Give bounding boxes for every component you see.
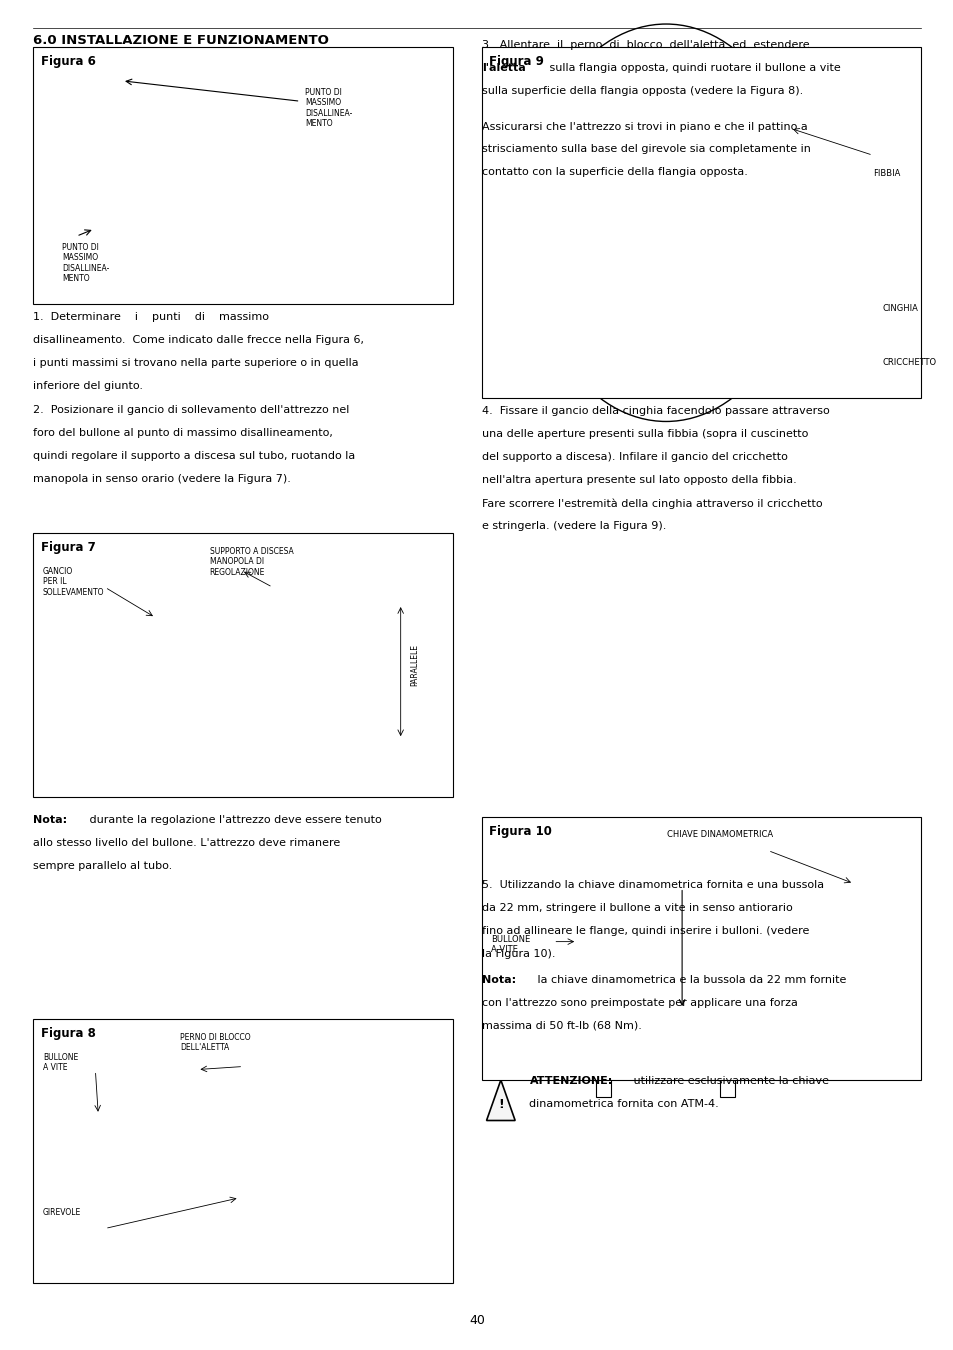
FancyBboxPatch shape bbox=[33, 1019, 453, 1282]
Text: disallineamento.  Come indicato dalle frecce nella Figura 6,: disallineamento. Come indicato dalle fre… bbox=[33, 335, 364, 344]
FancyBboxPatch shape bbox=[132, 1120, 346, 1220]
FancyBboxPatch shape bbox=[481, 817, 920, 1080]
Text: fino ad allineare le flange, quindi inserire i bulloni. (vedere: fino ad allineare le flange, quindi inse… bbox=[481, 926, 808, 936]
Text: strisciamento sulla base del girevole sia completamente in: strisciamento sulla base del girevole si… bbox=[481, 144, 810, 154]
Text: CHIAVE DINAMOMETRICA: CHIAVE DINAMOMETRICA bbox=[666, 830, 773, 840]
Text: sulla flangia opposta, quindi ruotare il bullone a vite: sulla flangia opposta, quindi ruotare il… bbox=[545, 63, 840, 73]
FancyBboxPatch shape bbox=[33, 47, 453, 304]
Text: CINGHIA: CINGHIA bbox=[882, 304, 918, 313]
Text: da 22 mm, stringere il bullone a vite in senso antiorario: da 22 mm, stringere il bullone a vite in… bbox=[481, 903, 792, 913]
Text: nell'altra apertura presente sul lato opposto della fibbia.: nell'altra apertura presente sul lato op… bbox=[481, 475, 796, 485]
Text: Figura 6: Figura 6 bbox=[41, 55, 96, 69]
Text: inferiore del giunto.: inferiore del giunto. bbox=[33, 381, 143, 390]
Text: Fare scorrere l'estremità della cinghia attraverso il cricchetto: Fare scorrere l'estremità della cinghia … bbox=[481, 498, 821, 509]
Text: Nota:: Nota: bbox=[481, 975, 516, 984]
Text: utilizzare esclusivamente la chiave: utilizzare esclusivamente la chiave bbox=[629, 1076, 828, 1085]
Text: durante la regolazione l'attrezzo deve essere tenuto: durante la regolazione l'attrezzo deve e… bbox=[86, 815, 381, 825]
FancyBboxPatch shape bbox=[481, 47, 920, 398]
Text: 4.  Fissare il gancio della cinghia facendolo passare attraverso: 4. Fissare il gancio della cinghia facen… bbox=[481, 406, 829, 416]
FancyBboxPatch shape bbox=[701, 51, 791, 144]
Text: FIBBIA: FIBBIA bbox=[872, 169, 900, 178]
Text: dinamometrica fornita con ATM-4.: dinamometrica fornita con ATM-4. bbox=[529, 1099, 719, 1108]
Text: 5.  Utilizzando la chiave dinamometrica fornita e una bussola: 5. Utilizzando la chiave dinamometrica f… bbox=[481, 880, 823, 890]
Text: l'aletta: l'aletta bbox=[481, 63, 525, 73]
Text: ATTENZIONE:: ATTENZIONE: bbox=[529, 1076, 612, 1085]
Text: Assicurarsi che l'attrezzo si trovi in piano e che il pattino a: Assicurarsi che l'attrezzo si trovi in p… bbox=[481, 122, 806, 131]
Text: PUNTO DI
MASSIMO
DISALLINEA-
MENTO: PUNTO DI MASSIMO DISALLINEA- MENTO bbox=[305, 88, 353, 128]
Text: del supporto a discesa). Infilare il gancio del cricchetto: del supporto a discesa). Infilare il gan… bbox=[481, 452, 787, 462]
Text: e stringerla. (vedere la Figura 9).: e stringerla. (vedere la Figura 9). bbox=[481, 521, 665, 531]
Text: con l'attrezzo sono preimpostate per applicare una forza: con l'attrezzo sono preimpostate per app… bbox=[481, 998, 797, 1007]
Text: contatto con la superficie della flangia opposta.: contatto con la superficie della flangia… bbox=[481, 167, 747, 177]
Text: una delle aperture presenti sulla fibbia (sopra il cuscinetto: una delle aperture presenti sulla fibbia… bbox=[481, 429, 807, 439]
Text: 3.  Allentare  il  perno  di  blocco  dell'aletta  ed  estendere: 3. Allentare il perno di blocco dell'ale… bbox=[481, 40, 808, 50]
Text: 1.  Determinare    i    punti    di    massimo: 1. Determinare i punti di massimo bbox=[33, 312, 269, 321]
Text: Nota:: Nota: bbox=[33, 815, 68, 825]
Text: GANCIO
PER IL
SOLLEVAMENTO: GANCIO PER IL SOLLEVAMENTO bbox=[43, 567, 104, 597]
Text: Figura 7: Figura 7 bbox=[41, 541, 95, 555]
Text: BULLONE
A VITE: BULLONE A VITE bbox=[43, 1053, 78, 1072]
Text: manopola in senso orario (vedere la Figura 7).: manopola in senso orario (vedere la Figu… bbox=[33, 474, 291, 483]
Text: sempre parallelo al tubo.: sempre parallelo al tubo. bbox=[33, 861, 172, 871]
Text: la Figura 10).: la Figura 10). bbox=[481, 949, 555, 958]
Text: Figura 9: Figura 9 bbox=[489, 55, 544, 69]
FancyBboxPatch shape bbox=[33, 533, 453, 796]
Text: la chiave dinamometrica e la bussola da 22 mm fornite: la chiave dinamometrica e la bussola da … bbox=[534, 975, 845, 984]
Text: BULLONE
A VITE: BULLONE A VITE bbox=[491, 934, 530, 954]
Text: 6.0 INSTALLAZIONE E FUNZIONAMENTO: 6.0 INSTALLAZIONE E FUNZIONAMENTO bbox=[33, 34, 329, 47]
Text: i punti massimi si trovano nella parte superiore o in quella: i punti massimi si trovano nella parte s… bbox=[33, 358, 358, 367]
Text: PUNTO DI
MASSIMO
DISALLINEA-
MENTO: PUNTO DI MASSIMO DISALLINEA- MENTO bbox=[62, 243, 110, 284]
Text: Figura 10: Figura 10 bbox=[489, 825, 552, 838]
Text: allo stesso livello del bullone. L'attrezzo deve rimanere: allo stesso livello del bullone. L'attre… bbox=[33, 838, 340, 848]
FancyBboxPatch shape bbox=[153, 622, 329, 721]
Text: PARALLELE: PARALLELE bbox=[410, 644, 419, 686]
Text: SUPPORTO A DISCESA
MANOPOLA DI
REGOLAZIONE: SUPPORTO A DISCESA MANOPOLA DI REGOLAZIO… bbox=[210, 547, 294, 576]
Text: quindi regolare il supporto a discesa sul tubo, ruotando la: quindi regolare il supporto a discesa su… bbox=[33, 451, 355, 460]
Text: GIREVOLE: GIREVOLE bbox=[43, 1208, 81, 1218]
Text: sulla superficie della flangia opposta (vedere la Figura 8).: sulla superficie della flangia opposta (… bbox=[481, 86, 802, 96]
Text: !: ! bbox=[497, 1098, 503, 1111]
Polygon shape bbox=[486, 1080, 515, 1120]
Text: 2.  Posizionare il gancio di sollevamento dell'attrezzo nel: 2. Posizionare il gancio di sollevamento… bbox=[33, 405, 350, 414]
Text: foro del bullone al punto di massimo disallineamento,: foro del bullone al punto di massimo dis… bbox=[33, 428, 333, 437]
Text: PERNO DI BLOCCO
DELL'ALETTA: PERNO DI BLOCCO DELL'ALETTA bbox=[180, 1033, 251, 1052]
Text: massima di 50 ft-lb (68 Nm).: massima di 50 ft-lb (68 Nm). bbox=[481, 1021, 641, 1030]
FancyBboxPatch shape bbox=[575, 899, 788, 1004]
Text: Figura 8: Figura 8 bbox=[41, 1027, 96, 1041]
Text: CRICCHETTO: CRICCHETTO bbox=[882, 358, 936, 367]
Text: 40: 40 bbox=[469, 1314, 484, 1327]
